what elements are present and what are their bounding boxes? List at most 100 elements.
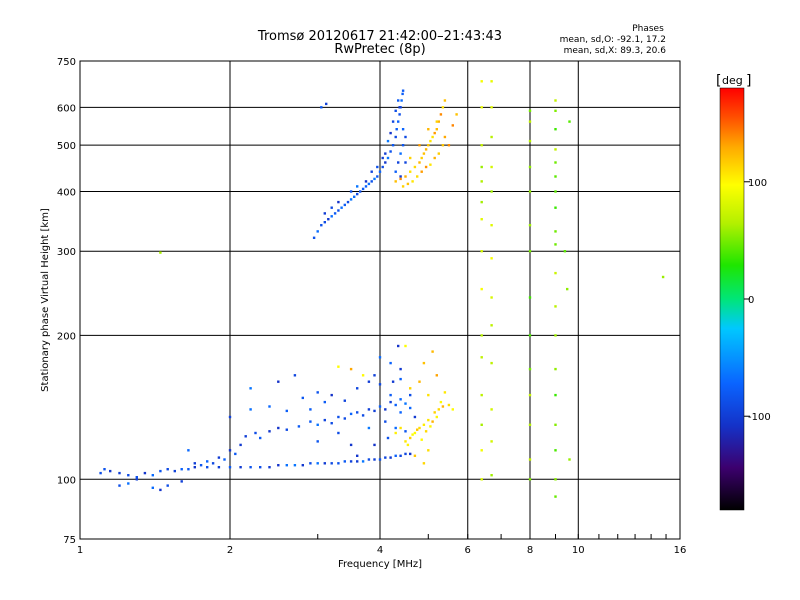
data-point [143, 471, 147, 475]
data-point [337, 431, 340, 435]
y-tick-label: 750 [57, 57, 76, 68]
data-point [394, 454, 397, 457]
plot-frame [79, 60, 681, 540]
data-point [480, 250, 483, 253]
data-point [420, 170, 423, 173]
data-point [309, 420, 312, 423]
data-point [394, 180, 397, 183]
data-point [193, 462, 196, 465]
data-point [422, 423, 426, 426]
data-point [528, 109, 532, 112]
data-point [159, 488, 162, 492]
data-point [568, 458, 571, 461]
data-point [433, 156, 436, 160]
data-point [490, 106, 493, 109]
data-point [367, 182, 371, 186]
data-point [367, 426, 371, 430]
data-point [337, 462, 340, 465]
data-point [413, 431, 417, 435]
data-point [422, 152, 426, 155]
data-point [135, 478, 138, 481]
data-point [447, 403, 451, 407]
data-point [259, 466, 262, 469]
data-point [437, 120, 440, 123]
data-point [316, 440, 319, 443]
data-point [349, 367, 353, 371]
data-point [316, 423, 319, 426]
data-point [370, 180, 373, 183]
data-point [316, 230, 319, 233]
y-tick-label: 500 [57, 141, 76, 152]
data-point [490, 440, 493, 443]
data-point [528, 367, 532, 371]
data-point [259, 436, 262, 440]
data-point [367, 380, 371, 383]
data-point [228, 449, 232, 452]
data-point [490, 324, 493, 327]
data-point [399, 367, 402, 371]
data-point [397, 99, 400, 102]
data-point [99, 471, 102, 475]
data-point [443, 391, 447, 394]
data-point [563, 250, 567, 253]
data-point [413, 454, 417, 457]
data-point [490, 257, 493, 260]
data-point [443, 135, 447, 139]
data-point [424, 165, 428, 169]
data-point [361, 187, 365, 191]
data-point [441, 144, 445, 147]
data-point [528, 458, 532, 461]
chart-title: Tromsø 20120617 21:42:00–21:43:43 [257, 29, 502, 44]
data-point [451, 408, 454, 411]
data-point [409, 436, 412, 440]
data-point [320, 224, 323, 227]
data-point [293, 374, 297, 377]
data-point [554, 271, 557, 275]
data-point [118, 471, 121, 475]
data-point [316, 391, 319, 394]
data-point [418, 426, 421, 430]
data-point [424, 148, 428, 151]
data-point [312, 236, 316, 239]
data-point [394, 426, 397, 430]
data-point [418, 161, 421, 164]
data-point [223, 458, 226, 461]
data-point [389, 456, 392, 459]
data-point [427, 418, 430, 422]
y-tick-label: 600 [57, 103, 76, 114]
svg-text:]: ] [746, 73, 751, 89]
data-point [391, 120, 395, 123]
colorbar [719, 87, 745, 511]
data-point [103, 468, 106, 471]
data-point [118, 484, 121, 487]
data-point [378, 356, 382, 359]
data-point [268, 430, 271, 433]
data-point [268, 405, 271, 408]
data-points [99, 80, 665, 498]
data-point [330, 393, 333, 397]
data-point [349, 443, 353, 447]
data-point [309, 408, 312, 411]
data-point [323, 462, 326, 465]
data-point [399, 426, 402, 430]
data-point [389, 361, 392, 365]
chart-subtitle: RwPretec (8p) [334, 42, 425, 57]
data-point [228, 415, 232, 419]
data-point [528, 190, 532, 193]
data-point [528, 478, 532, 481]
data-point [490, 135, 493, 139]
data-point [249, 387, 252, 390]
data-point [323, 400, 326, 404]
data-point [420, 156, 423, 160]
data-point [399, 454, 402, 457]
data-point [166, 468, 169, 471]
data-point [409, 170, 412, 173]
data-point [268, 466, 271, 469]
phases-x-mode: mean, sd,X: 89.3, 20.6 [564, 46, 667, 56]
data-point [480, 180, 483, 183]
axis-ticks: 1 2 4 6 8 10 16 75 100 200 300 400 500 600 750 [57, 57, 686, 556]
data-point [490, 296, 493, 299]
data-point [343, 203, 346, 207]
data-point [384, 161, 387, 164]
